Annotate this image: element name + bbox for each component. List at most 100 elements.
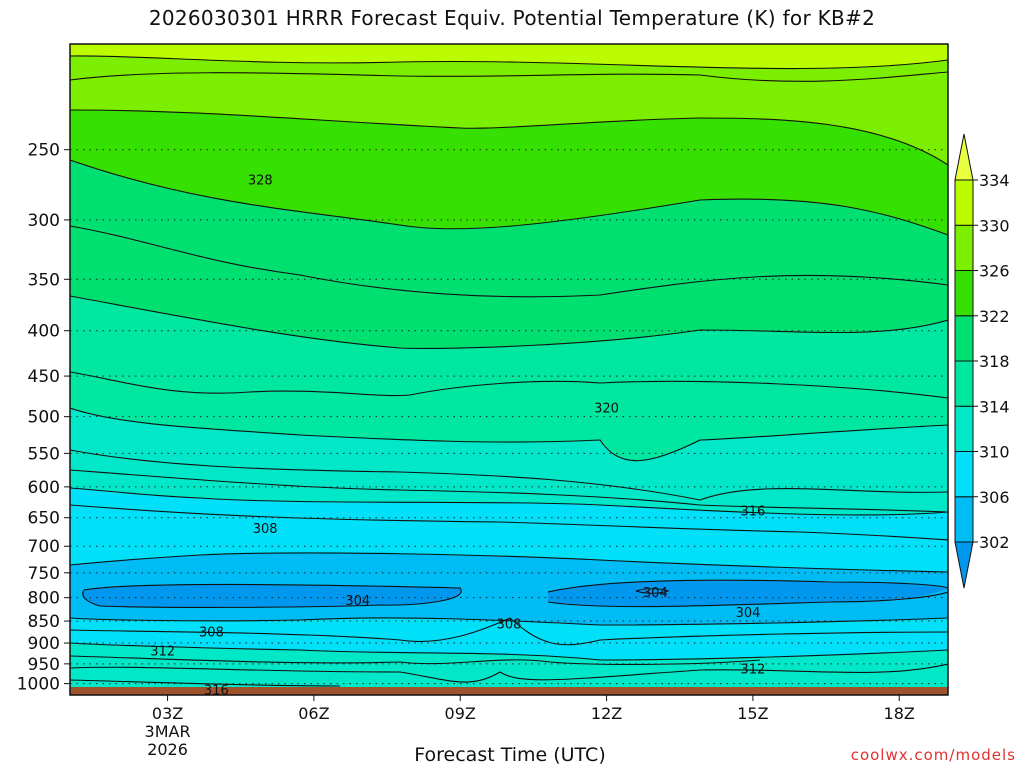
contour-label-11: 316 — [204, 683, 229, 698]
contour-label-8: 308 — [497, 617, 522, 632]
contour-line-8 — [70, 449, 948, 501]
contour-line-3 — [70, 159, 948, 236]
colorbar-box-7 — [954, 179, 974, 226]
y-tick-label: 550 — [28, 444, 60, 464]
colorbar-box-0 — [954, 496, 974, 543]
contour-line-14 — [547, 579, 948, 608]
x-date-label: 3MAR — [145, 722, 191, 741]
contour-label-text: 304 — [643, 586, 668, 601]
contour-label-0: 328 — [248, 173, 273, 188]
contour-label-9: 312 — [150, 645, 175, 660]
contour-line-5 — [70, 295, 948, 349]
colorbar-box-5 — [954, 270, 974, 317]
contour-label-7: 308 — [199, 625, 224, 640]
contour-line-7 — [70, 407, 948, 462]
shade-band-9 — [70, 643, 948, 695]
colorbar-box-4 — [954, 315, 974, 362]
colorbar-box-2 — [954, 405, 974, 452]
y-tick-label: 650 — [28, 509, 60, 529]
y-tick-label: 900 — [28, 634, 60, 654]
colorbar-min-arrow — [954, 541, 974, 589]
x-tick-label: 09Z — [445, 704, 476, 723]
contour-line-9 — [70, 469, 948, 513]
contour-label-2: 316 — [740, 505, 765, 520]
shade-band-2 — [70, 110, 948, 235]
y-tick-label: 500 — [28, 408, 60, 428]
x-tick-label: 18Z — [884, 704, 915, 723]
contour-line-10 — [70, 487, 948, 516]
colorbar-label: 318 — [979, 352, 1010, 371]
contour-label-text: 312 — [150, 645, 175, 660]
colorbar-label: 322 — [979, 307, 1010, 326]
contour-line-0 — [70, 55, 948, 70]
contour-line-17 — [70, 617, 948, 646]
contour-line-12 — [70, 552, 948, 573]
colorbar-box-3 — [954, 360, 974, 407]
contour-line-4 — [70, 225, 948, 298]
colorbar-label: 326 — [979, 262, 1010, 281]
contour-label-5: 304 — [643, 586, 668, 601]
shade-band-6 — [70, 488, 948, 572]
colorbar-label: 330 — [979, 216, 1010, 235]
shade-band-1 — [70, 55, 948, 165]
contour-label-4: 304 — [345, 594, 370, 609]
contour-label-text: 312 — [740, 663, 765, 678]
y-tick-label: 750 — [28, 564, 60, 584]
y-tick-label: 950 — [28, 655, 60, 675]
contour-label-1: 320 — [594, 401, 619, 416]
contour-line-18 — [70, 642, 948, 661]
contour-line-15 — [635, 588, 670, 594]
shade-band-3 — [70, 160, 948, 349]
contour-label-text: 304 — [736, 606, 761, 621]
x-date-label: 2026 — [147, 740, 188, 759]
y-tick-label: 450 — [28, 367, 60, 387]
colorbar-label: 310 — [979, 443, 1010, 462]
colorbar-label: 314 — [979, 397, 1010, 416]
y-tick-label: 850 — [28, 612, 60, 632]
shade-core-right — [548, 580, 948, 607]
contour-label-text: 308 — [253, 522, 278, 537]
contour-label-3: 308 — [253, 522, 278, 537]
y-tick-label: 300 — [28, 211, 60, 231]
contour-line-19 — [70, 655, 761, 666]
colorbar-box-1 — [954, 451, 974, 498]
colorbar-label: 306 — [979, 488, 1010, 507]
x-tick-label: 15Z — [737, 704, 768, 723]
contour-label-text: 328 — [248, 173, 273, 188]
y-tick-label: 400 — [28, 322, 60, 342]
plot-frame — [69, 43, 949, 696]
x-axis-label: Forecast Time (UTC) — [414, 744, 606, 766]
chart-title: 2026030301 HRRR Forecast Equiv. Potentia… — [148, 6, 876, 30]
colorbar-max-arrow — [954, 133, 974, 181]
source-credit: coolwx.com/models — [850, 746, 1016, 764]
y-tick-label: 600 — [28, 478, 60, 498]
contour-line-1 — [70, 71, 948, 82]
colorbar-box-6 — [954, 224, 974, 271]
contour-label-text: 316 — [740, 505, 765, 520]
contour-label-10: 312 — [740, 663, 765, 678]
x-tick-label: 06Z — [298, 704, 329, 723]
contour-label-text: 308 — [199, 625, 224, 640]
x-tick-label: 03Z — [152, 704, 183, 723]
contour-label-text: 304 — [345, 594, 370, 609]
contour-line-20 — [70, 663, 948, 683]
contour-label-6: 304 — [736, 606, 761, 621]
contour-line-11 — [70, 504, 948, 541]
colorbar-label: 302 — [979, 533, 1010, 552]
contour-label-text: 320 — [594, 401, 619, 416]
x-tick-label: 12Z — [591, 704, 622, 723]
contour-line-2 — [70, 109, 948, 166]
contour-line-16 — [70, 617, 948, 626]
contour-line-6 — [70, 371, 948, 399]
contour-label-text: 316 — [204, 683, 229, 698]
contour-line-13 — [82, 583, 462, 608]
y-tick-label: 350 — [28, 270, 60, 290]
y-tick-label: 250 — [28, 141, 60, 161]
shade-core-left — [82, 584, 462, 608]
shade-band-4 — [70, 296, 948, 461]
y-tick-label: 800 — [28, 589, 60, 609]
y-tick-label: 700 — [28, 537, 60, 557]
y-tick-label: 1000 — [17, 675, 60, 695]
ground-strip — [70, 687, 948, 695]
